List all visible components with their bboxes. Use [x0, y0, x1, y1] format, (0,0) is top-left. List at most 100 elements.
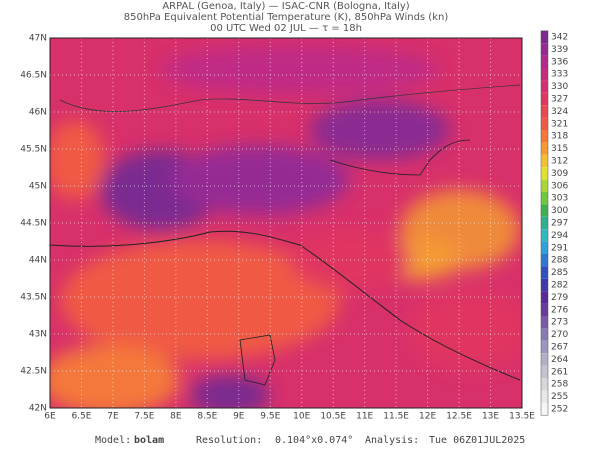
lat-tick-label: 45N	[29, 182, 47, 192]
lon-tick-label: 7.5E	[134, 412, 154, 422]
coastline	[329, 139, 471, 176]
colorbar-label: 261	[551, 367, 568, 377]
colorbar-label: 297	[551, 219, 568, 229]
colorbar-swatch	[541, 402, 548, 416]
colorbar-label: 267	[551, 343, 568, 353]
colorbar-label: 312	[551, 157, 568, 167]
colorbar-swatch	[541, 328, 548, 341]
colorbar-swatch	[541, 80, 548, 93]
colorbar-label: 288	[551, 256, 568, 266]
lon-tick-label: 6E	[44, 412, 56, 422]
colorbar-label: 276	[551, 305, 568, 315]
header-line: 00 UTC Wed 02 JUL — τ = 18h	[210, 23, 362, 34]
colorbar-swatch	[541, 105, 548, 118]
colorbar-swatch	[541, 241, 548, 254]
lat-tick-label: 43.5N	[20, 293, 47, 303]
colorbar-swatch	[541, 316, 548, 329]
header-line: 850hPa Equivalent Potential Temperature …	[124, 12, 449, 23]
lon-tick-label: 9E	[233, 412, 245, 422]
coastline	[50, 230, 521, 381]
colorbar-label: 336	[551, 57, 568, 67]
colorbar-swatch	[541, 117, 548, 130]
lat-tick-label: 42N	[29, 404, 47, 414]
lon-tick-label: 13E	[482, 412, 499, 422]
colorbar-swatch	[541, 390, 548, 403]
colorbar-label: 273	[551, 318, 568, 328]
colorbar-label: 321	[551, 119, 568, 129]
lon-tick-label: 10.5E	[320, 412, 346, 422]
colorbar-swatch	[541, 378, 548, 391]
colorbar-label: 339	[551, 45, 568, 55]
colorbar-label: 291	[551, 243, 568, 253]
colorbar-swatch	[541, 303, 548, 316]
colorbar-label: 327	[551, 95, 568, 105]
lon-tick-label: 10E	[293, 412, 310, 422]
colorbar-label: 303	[551, 194, 568, 204]
footer-value: 0.104°x0.074°	[275, 435, 353, 446]
colorbar-swatch	[541, 266, 548, 279]
lon-tick-label: 9.5E	[260, 412, 280, 422]
colorbar-label: 279	[551, 293, 568, 303]
colorbar-label: 315	[551, 144, 568, 154]
colorbar-swatch	[541, 216, 548, 230]
lon-tick-label: 11E	[356, 412, 373, 422]
colorbar-swatch	[541, 340, 548, 354]
header-line: ARPAL (Genoa, Italy) — ISAC-CNR (Bologna…	[162, 1, 409, 12]
footer-value: Tue 06Z01JUL2025	[429, 435, 525, 446]
colorbar-label: 285	[551, 268, 568, 278]
lon-tick-label: 8E	[170, 412, 182, 422]
colorbar-label: 252	[551, 405, 568, 415]
colorbar: 342 339 336 333 330 327 324 321 318 315 312 309 306 3…	[540, 30, 568, 416]
footer-value: bolam	[134, 435, 164, 446]
lon-tick-label: 12.5E	[446, 412, 472, 422]
lon-tick-label: 8.5E	[197, 412, 217, 422]
footer-label: Analysis:	[365, 435, 419, 446]
colorbar-swatch	[541, 167, 548, 180]
colorbar-swatch	[541, 68, 548, 81]
colorbar-swatch	[541, 278, 548, 292]
colorbar-label: 255	[551, 392, 568, 402]
colorbar-swatch	[541, 92, 548, 106]
colorbar-label: 306	[551, 181, 568, 191]
colorbar-frame	[540, 30, 549, 416]
colorbar-swatch	[541, 43, 548, 56]
colorbar-swatch	[541, 291, 548, 304]
lon-tick-label: 7E	[107, 412, 119, 422]
lat-tick-label: 46.5N	[20, 71, 47, 81]
colorbar-label: 309	[551, 169, 568, 179]
map-frame	[49, 37, 523, 409]
colorbar-swatch	[541, 130, 548, 143]
colorbar-label: 330	[551, 82, 568, 92]
colorbar-label: 300	[551, 206, 568, 216]
colorbar-swatch	[541, 353, 548, 366]
colorbar-label: 258	[551, 380, 568, 390]
colorbar-label: 264	[551, 355, 568, 365]
lat-tick-label: 45.5N	[20, 145, 47, 155]
colorbar-swatch	[541, 192, 548, 205]
colorbar-swatch	[541, 254, 548, 267]
lon-tick-label: 13.5E	[509, 412, 535, 422]
coastline	[239, 334, 276, 386]
lat-tick-label: 42.5N	[20, 367, 47, 377]
colorbar-swatch	[541, 365, 548, 378]
border	[59, 84, 521, 112]
colorbar-swatch	[541, 179, 548, 192]
colorbar-label: 342	[551, 33, 568, 43]
footer-label: Model:	[95, 435, 131, 446]
colorbar-swatch	[541, 55, 548, 68]
lat-tick-label: 44.5N	[20, 219, 47, 229]
footer-label: Resolution:	[196, 435, 262, 446]
lon-tick-label: 11.5E	[383, 412, 409, 422]
lon-tick-label: 12E	[419, 412, 436, 422]
colorbar-label: 270	[551, 330, 568, 340]
colorbar-swatch	[541, 229, 548, 242]
lat-tick-label: 43N	[29, 330, 47, 340]
lat-tick-label: 47N	[29, 34, 47, 44]
colorbar-swatch	[541, 204, 548, 217]
lat-tick-label: 44N	[29, 256, 47, 266]
map-field	[50, 38, 522, 408]
colorbar-label: 294	[551, 231, 568, 241]
lat-tick-label: 46N	[29, 108, 47, 118]
colorbar-label: 324	[551, 107, 568, 117]
